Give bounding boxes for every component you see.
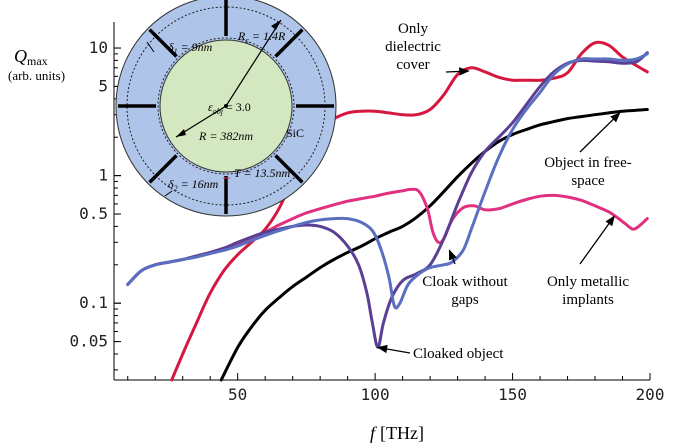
radius-arrowhead: [176, 129, 186, 137]
implant-bar: [148, 28, 178, 58]
annotation: Only dielectric cover: [385, 21, 470, 76]
annotation-label: Cloak without gaps: [422, 274, 508, 308]
y-tick-label: 10: [89, 38, 108, 57]
delta2-marker: [164, 190, 173, 197]
annotation: Cloaked object: [376, 344, 504, 362]
implant-bar: [274, 28, 304, 58]
x-tick-label: 50: [228, 385, 247, 404]
series-line-cloaked-object: [126, 51, 649, 349]
y-axis-units: (arb. units): [8, 68, 65, 83]
thickness-label: T = 13.5nm: [234, 166, 291, 180]
eps-obj-label: εobj = 3.0: [208, 100, 251, 116]
rc-arrowhead: [271, 20, 281, 30]
annotation-label: Cloaked object: [413, 346, 504, 362]
annotation-label: Only dielectric cover: [385, 21, 441, 73]
rc-label: Rc = 1.4R: [237, 29, 286, 45]
material-label: SiC: [286, 126, 304, 140]
rc-arrow: [225, 19, 282, 107]
x-axis-title: f [THz]: [370, 423, 424, 443]
y-tick-label: 0.05: [69, 332, 108, 351]
delta2-label: δ2 = 16nm: [168, 177, 219, 193]
implant-bar: [148, 154, 178, 184]
metallic-implants: [118, 0, 334, 214]
center-dot: [224, 104, 228, 108]
delta1-marker: [146, 41, 155, 53]
annotation-layer: Only dielectric cover Object in free-space C…: [376, 21, 632, 362]
series-layer: [126, 40, 649, 382]
y-tick-label: 5: [98, 76, 108, 95]
annotation: Only metallic implants: [547, 215, 629, 308]
delta1-label: δ1 = 9nm: [168, 40, 213, 56]
annotation: Object in free-space: [544, 112, 632, 189]
y-tick-label: 1: [98, 166, 108, 185]
annotation-arrow: [445, 67, 470, 76]
annotation-arrow: [579, 215, 615, 265]
inset-schematic: εobj = 3.0 R = 382nm Rc = 1.4R δ1 = 9nm …: [115, 0, 337, 217]
series-line-object-in-free-space: [219, 108, 649, 382]
annotation-label: Object in free-space: [544, 155, 631, 189]
y-axis-title: Qmax: [14, 46, 48, 68]
x-tick-label: 100: [361, 385, 390, 404]
series-line-cloak-without-gaps: [126, 52, 649, 310]
series-line-only-dielectric-cover: [170, 40, 649, 382]
x-tick-label: 200: [636, 385, 665, 404]
annotation-arrow: [376, 344, 411, 354]
annotation-arrow: [579, 112, 621, 153]
y-tick-label: 0.5: [79, 204, 108, 223]
inner-dashed-ring: [157, 37, 295, 175]
annotation-label: Only metallic implants: [547, 274, 629, 308]
x-tick-label: 150: [498, 385, 527, 404]
radius-label: R = 382nm: [198, 129, 253, 143]
annotation-arrow: [448, 249, 457, 265]
y-tick-label: 0.1: [79, 293, 108, 312]
annotation: Cloak without gaps: [422, 249, 509, 308]
implant-bar: [274, 154, 304, 184]
